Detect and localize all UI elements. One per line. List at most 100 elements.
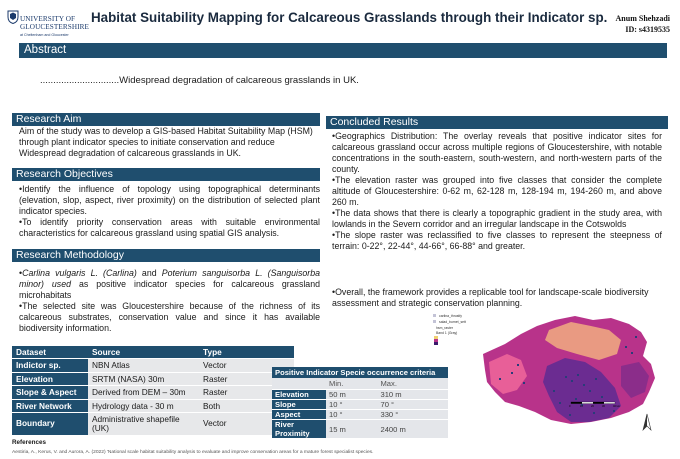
dataset-name: Slope & Aspect bbox=[12, 385, 88, 399]
south-zone bbox=[621, 362, 649, 398]
results-heading: Concluded Results bbox=[326, 116, 668, 129]
scale-label: 30 bbox=[602, 404, 605, 408]
dataset-type: Vector bbox=[199, 412, 294, 435]
legend-swatch bbox=[433, 320, 436, 323]
dataset-name: Elevation bbox=[12, 371, 88, 386]
criterion-max: 330 ° bbox=[377, 409, 448, 420]
legend-label: carlina_thrustfy bbox=[439, 314, 462, 318]
table-row: Slope & Aspect Derived from DEM – 30m Ra… bbox=[12, 385, 294, 399]
dataset-source: Administrative shapefile (UK) bbox=[88, 412, 199, 435]
dataset-source: NBN Atlas bbox=[88, 358, 199, 372]
dataset-source: Hydrology data - 30 m bbox=[88, 398, 199, 413]
legend-label: Band 1 (Gray) bbox=[436, 331, 457, 335]
habitat-suitability-map: carlina_thrustfy salad_burnet_sett hsm_r… bbox=[433, 314, 655, 431]
university-logo: UNIVERSITY OF GLOUCESTERSHIRE at Chelten… bbox=[7, 7, 97, 41]
column-header: Max. bbox=[377, 378, 448, 389]
criterion-name: River Proximity bbox=[272, 419, 326, 439]
dataset-type: Vector bbox=[199, 358, 294, 372]
indicator-points bbox=[499, 336, 637, 416]
criterion-min: 10 ° bbox=[326, 409, 378, 420]
criteria-caption: Positive Indicator Specie occurrence cri… bbox=[272, 367, 448, 378]
table-row: Indictor sp. NBN Atlas Vector bbox=[12, 358, 294, 372]
logo-line-1: UNIVERSITY OF bbox=[20, 15, 76, 23]
conjunction: and bbox=[136, 268, 162, 278]
aim-text: Aim of the study was to develop a GIS-ba… bbox=[19, 126, 320, 159]
legend-label: hsm_raster bbox=[436, 326, 454, 330]
scale-label: 40 km bbox=[613, 404, 620, 408]
criterion-name: Aspect bbox=[272, 409, 326, 420]
aim-heading: Research Aim bbox=[12, 113, 320, 126]
criteria-table: Positive Indicator Specie occurrence cri… bbox=[272, 367, 448, 439]
column-header: Dataset bbox=[12, 346, 88, 359]
legend-ramp-high bbox=[434, 336, 438, 339]
legend-label: salad_burnet_sett bbox=[439, 320, 466, 324]
north-arrow-icon bbox=[642, 413, 652, 431]
references-heading: References bbox=[12, 439, 46, 446]
severn-lowland-zone bbox=[545, 322, 621, 360]
abstract-text: ..............................Widespread… bbox=[40, 75, 359, 86]
table-row: River Network Hydrology data - 30 m Both bbox=[12, 398, 294, 413]
criterion-min: 15 m bbox=[326, 419, 378, 439]
abstract-heading: Abstract bbox=[19, 43, 667, 58]
table-row: Boundary Administrative shapefile (UK) V… bbox=[12, 412, 294, 435]
criterion-min: 10 ° bbox=[326, 398, 378, 410]
aim-paragraph: Aim of the study was to develop a GIS-ba… bbox=[19, 126, 313, 158]
table-header-row: Min. Max. bbox=[272, 378, 448, 389]
criterion-name: Elevation bbox=[272, 388, 326, 400]
dataset-type: Raster bbox=[199, 385, 294, 399]
table-caption-row: Positive Indicator Specie occurrence cri… bbox=[272, 367, 448, 378]
objectives-heading: Research Objectives bbox=[12, 168, 320, 181]
criterion-max: 70 ° bbox=[377, 398, 448, 410]
methodology-text: as positive indicator species for calcar… bbox=[19, 279, 320, 300]
overall-conclusion: •Overall, the framework provides a repli… bbox=[332, 287, 649, 308]
upland-zone bbox=[543, 358, 621, 422]
result-item: •The slope raster was reclassified to fi… bbox=[332, 230, 662, 251]
dataset-source: SRTM (NASA) 30m bbox=[88, 371, 199, 386]
table-row: Elevation SRTM (NASA) 30m Raster bbox=[12, 371, 294, 386]
criterion-max: 310 m bbox=[377, 388, 448, 400]
author-block: Anum Shehzadi ID: s4319535 bbox=[598, 14, 670, 35]
table-row: Elevation 50 m 310 m bbox=[272, 388, 448, 400]
result-item: •The data shows that there is clearly a … bbox=[332, 208, 662, 229]
methodology-item: •Carlina vulgaris L. (Carlina) and Poter… bbox=[19, 268, 320, 301]
species-name: Poterium sanguisorba L. (Sanguisorba min… bbox=[19, 268, 320, 289]
criterion-max: 2400 m bbox=[377, 419, 448, 439]
result-item: •Geographics Distribution: The overlay r… bbox=[332, 131, 662, 174]
column-header: Min. bbox=[326, 378, 378, 389]
table-row: River Proximity 15 m 2400 m bbox=[272, 419, 448, 439]
scale-bar: 0 10 20 30 40 km bbox=[569, 401, 620, 408]
legend-ramp-mid bbox=[434, 339, 438, 342]
map-legend: carlina_thrustfy salad_burnet_sett hsm_r… bbox=[433, 314, 466, 345]
logo-line-3: at Cheltenham and Gloucester bbox=[20, 33, 69, 37]
result-item: •The elevation raster was grouped into f… bbox=[332, 175, 662, 207]
table-header-row: Dataset Source Type bbox=[12, 346, 294, 359]
dataset-type: Both bbox=[199, 398, 294, 413]
dataset-table: Dataset Source Type Indictor sp. NBN Atl… bbox=[12, 346, 294, 435]
references-text: Aestiria, A., Kerus, V. and Aurora, A. (… bbox=[12, 450, 374, 455]
methodology-heading: Research Methodology bbox=[12, 249, 320, 262]
dataset-name: Indictor sp. bbox=[12, 358, 88, 372]
criterion-min: 50 m bbox=[326, 388, 378, 400]
dataset-name: River Network bbox=[12, 398, 88, 413]
legend-ramp-low bbox=[434, 342, 438, 345]
poster-title: Habitat Suitability Mapping for Calcareo… bbox=[91, 10, 608, 25]
scale-label: 0 bbox=[569, 404, 571, 408]
dataset-name: Boundary bbox=[12, 412, 88, 435]
results-list: •Geographics Distribution: The overlay r… bbox=[332, 131, 662, 252]
column-header: Type bbox=[199, 346, 294, 359]
column-header: Source bbox=[88, 346, 199, 359]
scale-label: 20 bbox=[591, 404, 594, 408]
objective-item: •To identify priority conservation areas… bbox=[19, 217, 320, 238]
table-row: Aspect 10 ° 330 ° bbox=[272, 409, 448, 420]
objective-item: •Identify the influence of topology usin… bbox=[19, 184, 320, 216]
dataset-type: Raster bbox=[199, 371, 294, 386]
bullet: • bbox=[19, 268, 23, 278]
column-header bbox=[272, 378, 326, 389]
scale-label: 10 bbox=[580, 404, 583, 408]
logo-line-2: GLOUCESTERSHIRE bbox=[20, 23, 89, 31]
crest-icon bbox=[7, 10, 19, 24]
dataset-source: Derived from DEM – 30m bbox=[88, 385, 199, 399]
author-name: Anum Shehzadi bbox=[615, 14, 670, 23]
objectives-list: •Identify the influence of topology usin… bbox=[19, 184, 320, 239]
species-name: Carlina vulgaris L. (Carlina) bbox=[22, 268, 137, 278]
